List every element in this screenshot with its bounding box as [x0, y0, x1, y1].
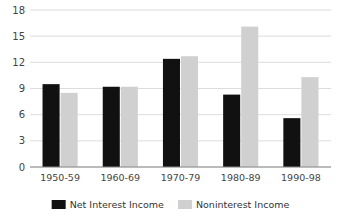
bar [181, 56, 198, 167]
bar [301, 77, 318, 167]
bar [43, 84, 60, 167]
y-tick-label: 15 [12, 31, 25, 42]
bar [223, 95, 240, 167]
y-tick-label: 6 [19, 109, 25, 120]
x-tick-label: 1980-89 [221, 172, 261, 183]
grid-line [30, 167, 331, 168]
x-tick-label: 1960-69 [100, 172, 140, 183]
bar [121, 87, 138, 167]
x-axis-line [30, 167, 331, 168]
chart: 0 3 6 9 12 15 18 1950-59 1960-69 1970-79 1980-89 19… [0, 0, 341, 219]
bar [163, 59, 180, 167]
bar [61, 93, 78, 167]
x-tick-label: 1990-98 [281, 172, 321, 183]
y-tick-label: 3 [19, 135, 25, 146]
legend-swatch [52, 200, 66, 209]
legend: Net Interest Income Noninterest Income [52, 199, 290, 210]
y-tick-label: 9 [19, 83, 25, 94]
grid [30, 10, 331, 167]
bar [283, 118, 300, 167]
y-tick-label: 0 [19, 162, 25, 173]
y-tick-label: 18 [12, 5, 25, 16]
legend-swatch [178, 200, 192, 209]
legend-label: Net Interest Income [70, 199, 164, 210]
grid-line [30, 88, 331, 89]
x-tick-label: 1970-79 [161, 172, 201, 183]
bar [241, 27, 258, 167]
grid-line [30, 62, 331, 63]
y-tick-label: 12 [12, 57, 25, 68]
x-tick-label: 1950-59 [40, 172, 80, 183]
bars [43, 27, 319, 167]
grid-line [30, 36, 331, 37]
legend-label: Noninterest Income [196, 199, 290, 210]
grid-line [30, 10, 331, 11]
bar [103, 87, 120, 167]
